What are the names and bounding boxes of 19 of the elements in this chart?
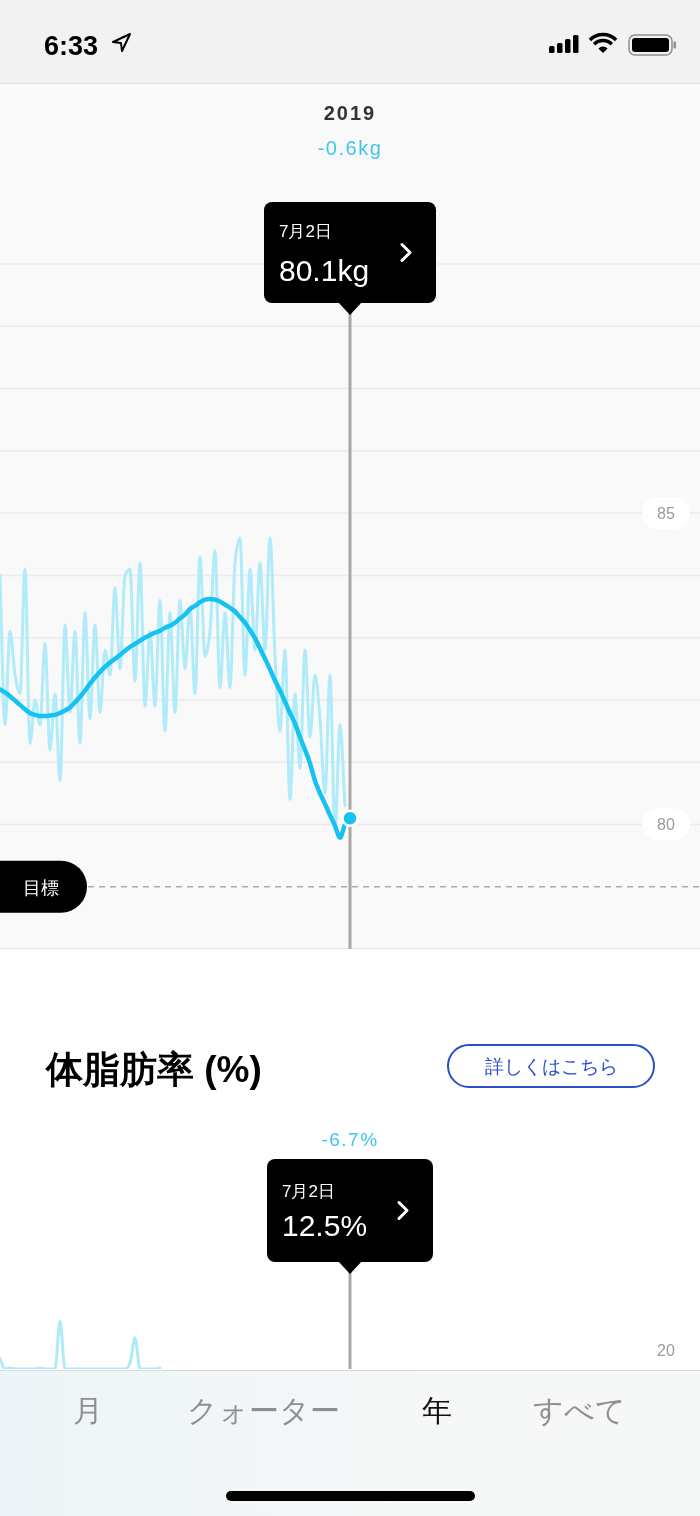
annotation: 80.1kg [279, 254, 370, 287]
text: 年 [422, 1394, 452, 1427]
y-tick-label: 80 [657, 816, 675, 834]
text: クォーター [186, 1394, 340, 1427]
text: すべて [532, 1394, 626, 1427]
chart-title: 2019 [323, 102, 377, 124]
text: 7月2日 [282, 1182, 335, 1201]
text: 詳しくはこちら [484, 1056, 618, 1077]
annotation: 20 [657, 1342, 675, 1359]
chart-subtitle: -0.6kg [317, 137, 383, 159]
annotation: 7月2日 [279, 222, 332, 241]
ref-line-label: 目標 [23, 877, 59, 898]
line-series [0, 536, 347, 833]
chart-subtitle: -6.7% [321, 1129, 379, 1150]
text: 6:33 [44, 31, 99, 61]
chart-title: 体脂肪率 (%) [44, 1049, 262, 1090]
text: 12.5% [282, 1209, 368, 1242]
y-tick-label: 85 [657, 505, 675, 523]
text: 月 [73, 1394, 103, 1427]
